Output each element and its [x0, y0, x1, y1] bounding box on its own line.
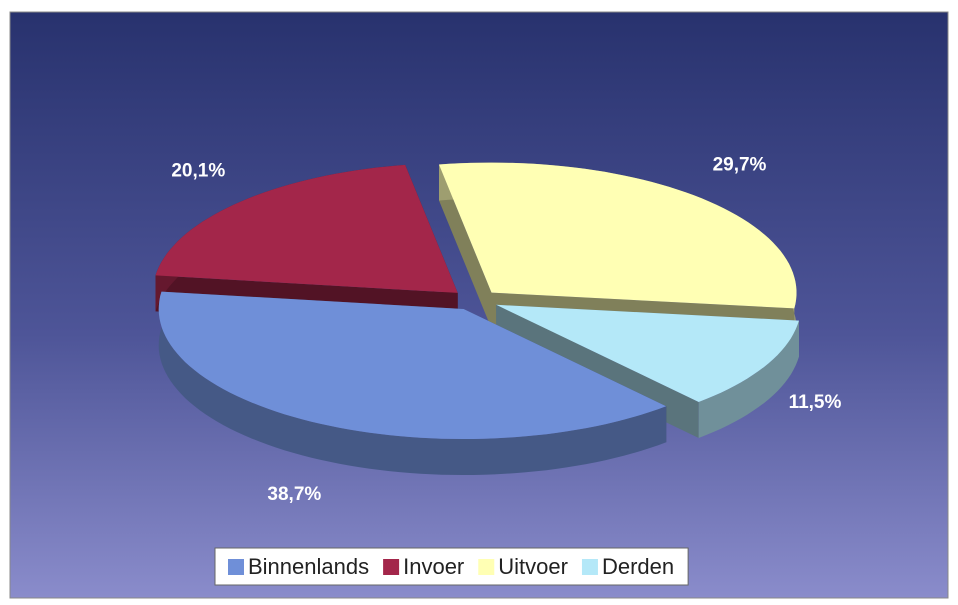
legend: Binnenlands Invoer Uitvoer Derden: [214, 547, 689, 586]
legend-swatch: [478, 559, 495, 575]
legend-label: Binnenlands: [248, 554, 369, 579]
slice-outer-side: [158, 291, 667, 475]
legend-label: Invoer: [403, 554, 464, 579]
slice-top: [158, 291, 667, 439]
data-label: 11,5%: [789, 392, 842, 413]
data-label: 38,7%: [267, 484, 321, 505]
legend-label: Uitvoer: [498, 554, 568, 579]
legend-swatch: [581, 559, 598, 575]
slice-top: [439, 162, 797, 309]
plot-area: [9, 11, 949, 599]
slice-outer-side: [698, 320, 799, 438]
legend-box: [214, 547, 689, 586]
slice-top: [155, 164, 458, 293]
legend-label: Derden: [602, 554, 674, 579]
pie: [155, 162, 799, 475]
slice-radial-side: [439, 164, 492, 329]
data-label: 29,7%: [713, 155, 767, 176]
legend-swatch: [228, 559, 244, 575]
slice: [158, 291, 667, 475]
data-label: 20,1%: [171, 161, 225, 182]
legend-swatch: [383, 559, 400, 575]
slice-top: [496, 304, 799, 402]
